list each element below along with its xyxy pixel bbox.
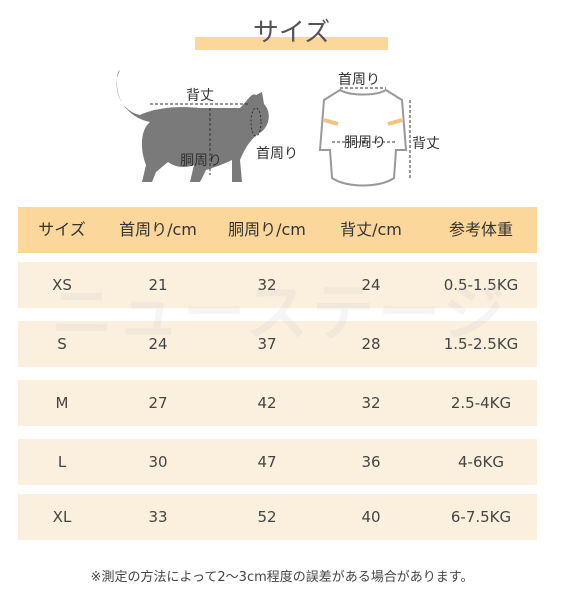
table-cell: 27 — [148, 394, 168, 412]
table-cell: 21 — [148, 276, 168, 294]
cat-neck-label: 首周り — [256, 146, 298, 162]
table-cell: 40 — [361, 508, 381, 526]
shirt-back-label: 背丈 — [412, 136, 440, 152]
header-cell: 背丈/cm — [340, 220, 402, 239]
header-cell: サイズ — [38, 220, 86, 239]
footnote: ※測定の方法によって2〜3cm程度の誤差がある場合があります。 — [90, 570, 474, 585]
table-row: XS 21 32 24 0.5-1.5KG — [18, 262, 537, 308]
table-row: L 30 47 36 4-6KG — [18, 439, 537, 485]
table-cell: 6-7.5KG — [450, 508, 512, 526]
watermark: ニューステージ — [51, 276, 509, 349]
table-cell: 0.5-1.5KG — [443, 276, 519, 294]
table-cell: XS — [52, 276, 72, 294]
table-cell: 33 — [148, 508, 168, 526]
header-row: サイズ 首周り/cm 胴周り/cm 背丈/cm 参考体重 — [18, 207, 537, 253]
table-cell: 42 — [257, 394, 277, 412]
shirt-outline — [318, 88, 408, 187]
table-cell: 4-6KG — [458, 453, 504, 471]
cat-silhouette — [116, 70, 269, 182]
shirt-body-label: 胴周り — [344, 135, 386, 151]
title-bar — [195, 37, 388, 50]
table-cell: S — [57, 335, 67, 353]
table-cell: 28 — [361, 335, 381, 353]
table-row: S 24 37 28 1.5-2.5KG — [18, 321, 537, 367]
table-row: XL 33 52 40 6-7.5KG — [18, 494, 537, 540]
table-cell: 24 — [361, 276, 381, 294]
table-cell: XL — [52, 508, 72, 526]
table-cell: 24 — [148, 335, 168, 353]
table-cell: 47 — [257, 453, 277, 471]
table-cell: 32 — [257, 276, 277, 294]
header-cell: 参考体重 — [448, 220, 513, 239]
diagram: 背丈 胴周り 首周り 首周り 胴周り 背丈 — [116, 70, 440, 187]
shirt-cuff — [323, 118, 403, 126]
table-cell: 36 — [361, 453, 381, 471]
table-cell: 30 — [148, 453, 168, 471]
cat-body-label: 胴周り — [180, 153, 222, 169]
table-cell: 32 — [361, 394, 381, 412]
table-cell: M — [55, 394, 69, 412]
dash — [250, 107, 262, 137]
cat-back-label: 背丈 — [186, 88, 214, 104]
shirt-neck-label: 首周り — [338, 72, 380, 88]
table-cell: 1.5-2.5KG — [443, 335, 519, 353]
table-row: M 27 42 32 2.5-4KG — [18, 380, 537, 426]
table-cell: 52 — [257, 508, 277, 526]
table-cell: 37 — [257, 335, 277, 353]
table-cell: 2.5-4KG — [450, 394, 512, 412]
title: サイズ — [252, 18, 331, 48]
table-cell: L — [57, 453, 67, 471]
header-cell: 胴周り/cm — [228, 220, 306, 239]
header-cell: 首周り/cm — [119, 220, 197, 239]
